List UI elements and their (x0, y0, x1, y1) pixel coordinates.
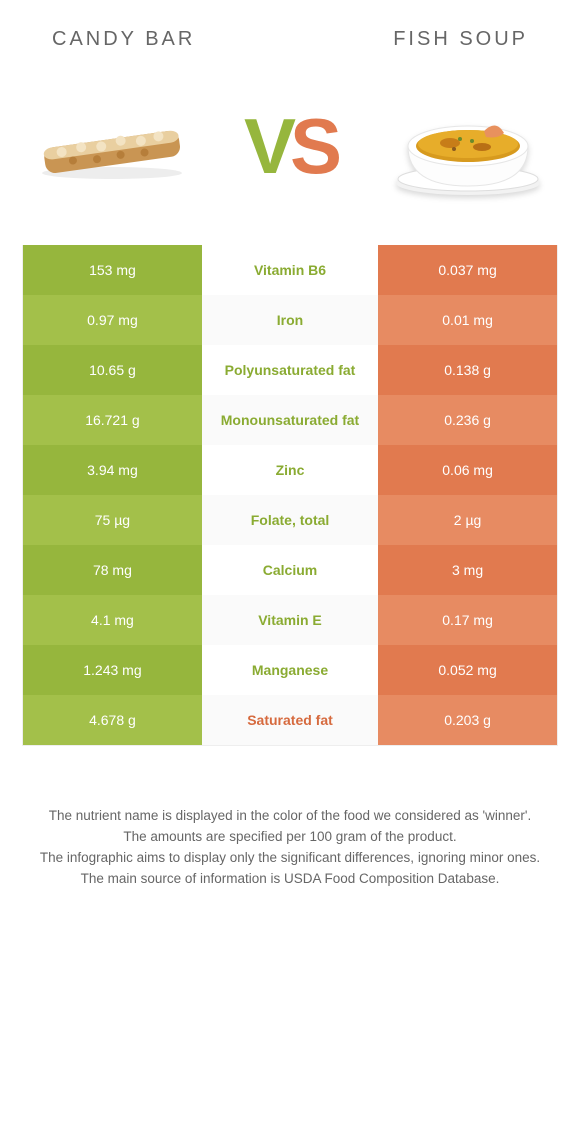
table-row: 1.243 mgManganese0.052 mg (23, 645, 557, 695)
left-value: 16.721 g (23, 395, 202, 445)
right-value: 0.06 mg (378, 445, 557, 495)
right-value: 0.203 g (378, 695, 557, 745)
footnotes: The nutrient name is displayed in the co… (22, 806, 558, 890)
table-row: 10.65 gPolyunsaturated fat0.138 g (23, 345, 557, 395)
left-value: 1.243 mg (23, 645, 202, 695)
right-value: 0.037 mg (378, 245, 557, 295)
left-value: 153 mg (23, 245, 202, 295)
nutrient-name: Calcium (202, 545, 378, 595)
left-value: 10.65 g (23, 345, 202, 395)
right-value: 2 µg (378, 495, 557, 545)
candy-bar-image (32, 91, 192, 201)
right-value: 0.138 g (378, 345, 557, 395)
table-row: 4.1 mgVitamin E0.17 mg (23, 595, 557, 645)
left-value: 4.1 mg (23, 595, 202, 645)
table-row: 153 mgVitamin B60.037 mg (23, 245, 557, 295)
nutrient-name: Polyunsaturated fat (202, 345, 378, 395)
table-row: 75 µgFolate, total2 µg (23, 495, 557, 545)
left-value: 0.97 mg (23, 295, 202, 345)
nutrient-name: Iron (202, 295, 378, 345)
table-row: 4.678 gSaturated fat0.203 g (23, 695, 557, 745)
left-value: 4.678 g (23, 695, 202, 745)
nutrient-name: Monounsaturated fat (202, 395, 378, 445)
nutrient-name: Vitamin E (202, 595, 378, 645)
header: CANDY BAR FISH SOUP (22, 28, 558, 51)
left-food-title: CANDY BAR (52, 28, 195, 51)
table-row: 78 mgCalcium3 mg (23, 545, 557, 595)
footnote-line: The infographic aims to display only the… (38, 848, 542, 869)
right-value: 0.17 mg (378, 595, 557, 645)
right-value: 0.01 mg (378, 295, 557, 345)
table-row: 3.94 mgZinc0.06 mg (23, 445, 557, 495)
vs-letter-s: S (290, 101, 336, 192)
nutrient-name: Folate, total (202, 495, 378, 545)
nutrient-name: Manganese (202, 645, 378, 695)
nutrient-name: Vitamin B6 (202, 245, 378, 295)
comparison-table: 153 mgVitamin B60.037 mg0.97 mgIron0.01 … (22, 245, 558, 746)
left-value: 3.94 mg (23, 445, 202, 495)
table-row: 16.721 gMonounsaturated fat0.236 g (23, 395, 557, 445)
right-value: 0.052 mg (378, 645, 557, 695)
left-value: 78 mg (23, 545, 202, 595)
nutrient-name: Saturated fat (202, 695, 378, 745)
table-row: 0.97 mgIron0.01 mg (23, 295, 557, 345)
right-food-title: FISH SOUP (393, 28, 528, 51)
nutrient-name: Zinc (202, 445, 378, 495)
right-value: 0.236 g (378, 395, 557, 445)
right-value: 3 mg (378, 545, 557, 595)
vs-letter-v: V (244, 101, 290, 192)
vs-label: VS (244, 101, 336, 192)
footnote-line: The nutrient name is displayed in the co… (38, 806, 542, 827)
left-value: 75 µg (23, 495, 202, 545)
hero-row: VS (22, 91, 558, 201)
footnote-line: The main source of information is USDA F… (38, 869, 542, 890)
footnote-line: The amounts are specified per 100 gram o… (38, 827, 542, 848)
comparison-infographic: CANDY BAR FISH SOUP (0, 0, 580, 890)
fish-soup-image (388, 91, 548, 201)
